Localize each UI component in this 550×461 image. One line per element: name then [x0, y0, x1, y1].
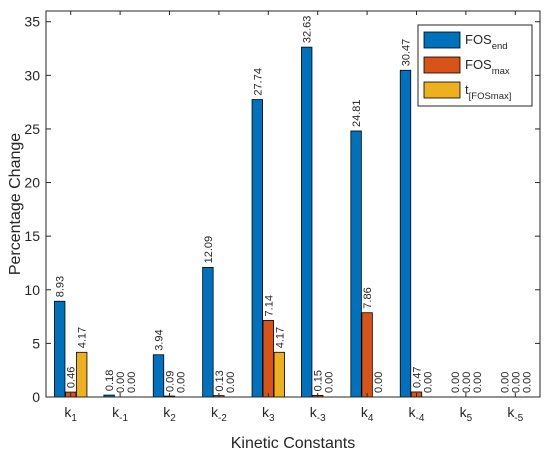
bar-2-7	[361, 312, 373, 398]
data-label-2-5: 7.14	[263, 295, 275, 316]
x-tick-label-8: k-4	[409, 404, 425, 424]
bar-1-6	[301, 46, 313, 398]
data-label-1-10: 0.00	[499, 372, 511, 393]
data-label-1-8: 30.47	[401, 39, 413, 67]
data-label-3-7: 0.00	[373, 372, 385, 393]
data-label-1-6: 32.63	[302, 16, 314, 44]
legend-swatch-3	[423, 81, 461, 99]
y-tick-label-5: 20	[24, 175, 40, 191]
data-label-1-7: 24.81	[351, 99, 363, 127]
y-tick-label-2: 5	[32, 335, 40, 351]
x-tick-label-10: k-5	[507, 404, 523, 424]
data-label-2-1: 0.46	[66, 367, 78, 388]
data-labels-layer: 8.930.464.170.18 0.00 0.003.940.09 0.0012.0…	[55, 16, 534, 393]
y-tick-label-8: 35	[24, 14, 40, 30]
y-tick-label-1: 0	[32, 389, 40, 405]
y-tick-label-4: 15	[24, 228, 40, 244]
x-tick-label-5: k3	[262, 404, 275, 424]
bar-1-3	[152, 354, 165, 398]
x-axis: k1 k-1 k2 k-2 k3 k-3 k4 k-4 k5 k-5	[64, 11, 524, 424]
data-label-2-6: 0.15	[313, 370, 325, 391]
data-label-1-3: 3.94	[154, 329, 166, 350]
bar-1-1	[54, 300, 66, 398]
bar-1-4	[202, 266, 214, 398]
x-tick-label-6: k-3	[310, 404, 326, 424]
legend: FOSend FOSmax t[FOSmax]	[417, 24, 533, 107]
legend-label-3: t[FOSmax]	[465, 82, 511, 102]
data-label-3-4: 0.00	[225, 372, 237, 393]
legend-label-1: FOSend	[465, 32, 508, 52]
data-label-1-1: 8.93	[55, 276, 67, 297]
x-tick-label-9: k5	[460, 404, 473, 424]
data-label-3-2: 0.00	[126, 372, 138, 393]
data-label-2-4: 0.13	[214, 370, 226, 391]
data-label-1-2: 0.18	[104, 370, 116, 391]
bar-1-7	[350, 130, 362, 398]
data-label-1-9: 0.00	[450, 372, 462, 393]
bar-3-1	[76, 351, 88, 398]
data-label-2-9: 0.00	[461, 372, 473, 393]
data-label-3-1: 4.17	[77, 327, 89, 348]
legend-label-2: FOSmax	[465, 57, 510, 77]
bar-3-5	[273, 351, 285, 398]
data-label-3-9: 0.00	[472, 372, 484, 393]
data-label-1-5: 27.74	[252, 68, 264, 96]
x-tick-label-2: k-1	[112, 404, 128, 424]
y-axis: 0 5 10 15 20 25 30 35	[24, 14, 540, 405]
data-label-3-10: 0.00	[521, 372, 533, 393]
data-label-3-8: 0.00	[423, 372, 435, 393]
data-label-2-7: 7.86	[362, 287, 374, 308]
data-label-3-6: 0.00	[324, 372, 336, 393]
x-tick-label-3: k2	[163, 404, 176, 424]
bar-1-5	[251, 99, 263, 398]
data-label-2-8: 0.47	[412, 367, 424, 388]
y-tick-label-3: 10	[24, 282, 40, 298]
y-axis-title: Percentage Change	[7, 133, 24, 275]
data-label-2-2: 0.00	[115, 372, 127, 393]
plot-frame	[45, 10, 541, 398]
bar-2-5	[262, 320, 274, 398]
x-axis-title: Kinetic Constants	[231, 435, 356, 452]
data-label-3-5: 4.17	[274, 327, 286, 348]
data-label-3-3: 0.00	[176, 372, 188, 393]
x-tick-label-4: k-2	[211, 404, 227, 424]
data-label-1-4: 12.09	[203, 236, 215, 264]
y-tick-label-6: 25	[24, 121, 40, 137]
x-tick-label-1: k1	[64, 404, 77, 424]
legend-swatch-2	[423, 56, 461, 74]
data-label-2-3: 0.09	[165, 371, 177, 392]
bar-1-8	[399, 69, 412, 398]
legend-swatch-1	[423, 31, 461, 49]
y-tick-label-7: 30	[24, 67, 40, 83]
x-tick-label-7: k4	[361, 404, 374, 424]
data-label-2-10: 0.00	[510, 372, 522, 393]
